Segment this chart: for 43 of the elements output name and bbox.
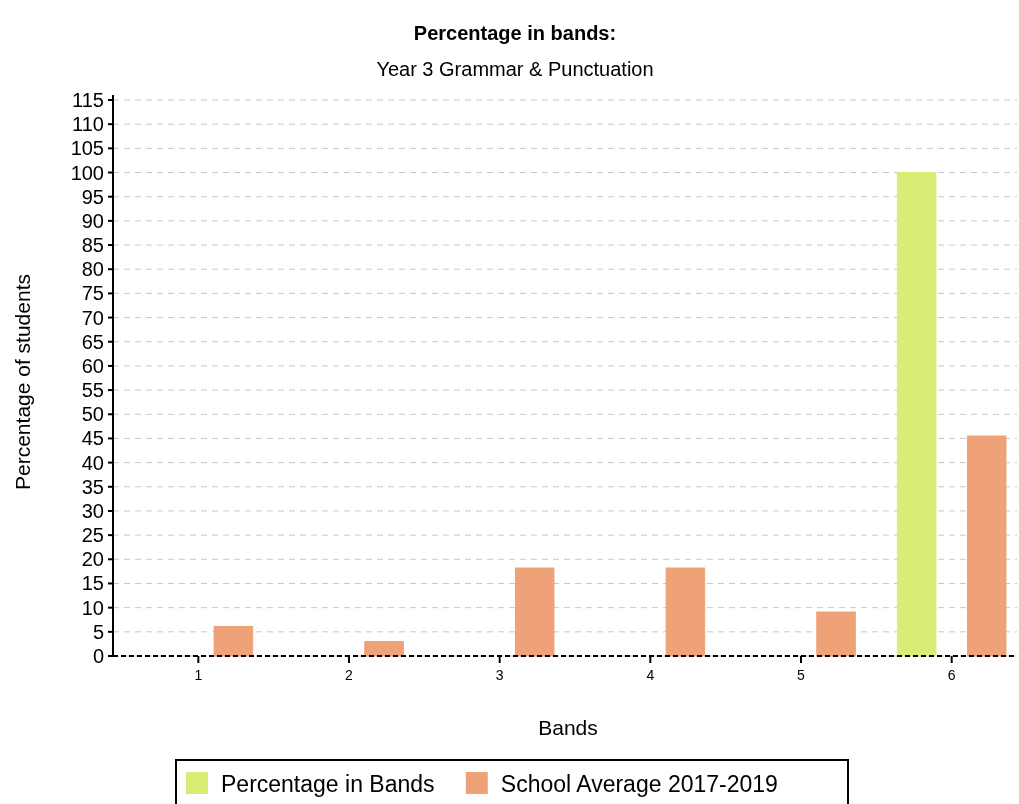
- y-tick-label: 95: [81, 185, 104, 208]
- y-tick-label: 15: [81, 572, 104, 595]
- y-tick-label: 35: [81, 475, 104, 498]
- bar: [514, 567, 555, 657]
- x-tick-label: 1: [194, 667, 203, 683]
- y-tick-label: 110: [72, 113, 104, 136]
- y-tick-label: 55: [81, 379, 104, 402]
- bar: [213, 626, 254, 657]
- y-tick-label: 60: [81, 354, 104, 377]
- y-axis-title: Percentage of students: [11, 274, 34, 490]
- y-tick-label: 5: [92, 620, 104, 643]
- y-tick-label: 85: [81, 234, 104, 257]
- bar: [816, 611, 856, 657]
- y-tick-label: 90: [81, 209, 104, 232]
- chart-subtitle: Year 3 Grammar & Punctuation: [376, 58, 654, 80]
- bar: [364, 641, 404, 657]
- x-tick-label: 5: [797, 667, 806, 683]
- y-tick-label: 100: [70, 161, 104, 184]
- y-tick-label: 45: [81, 427, 104, 450]
- y-tick-label: 65: [81, 330, 104, 353]
- y-tick-label: 115: [72, 89, 104, 111]
- y-tick-label: 50: [81, 403, 104, 426]
- y-tick-label: 20: [81, 548, 104, 571]
- x-axis-title: Bands: [538, 716, 598, 739]
- y-tick-label: 0: [92, 645, 104, 667]
- x-tick-label: 4: [646, 667, 655, 683]
- x-tick-label: 6: [947, 667, 956, 683]
- y-tick-label: 70: [81, 306, 104, 329]
- bar: [966, 435, 1007, 657]
- bar: [896, 172, 937, 657]
- y-tick-label: 30: [81, 499, 104, 522]
- x-tick-label: 2: [345, 667, 354, 683]
- y-tick-label: 10: [81, 596, 104, 619]
- legend-label: Percentage in Bands: [221, 771, 435, 798]
- y-tick-label: 75: [81, 282, 104, 305]
- y-tick-label: 40: [81, 451, 104, 474]
- y-tick-label: 80: [81, 258, 104, 281]
- y-tick-label: 105: [70, 137, 104, 160]
- y-tick-label: 25: [81, 524, 104, 547]
- bar: [665, 567, 706, 657]
- chart-title: Percentage in bands:: [413, 22, 617, 44]
- legend-label: School Average 2017-2019: [500, 771, 778, 798]
- x-tick-label: 3: [495, 667, 504, 683]
